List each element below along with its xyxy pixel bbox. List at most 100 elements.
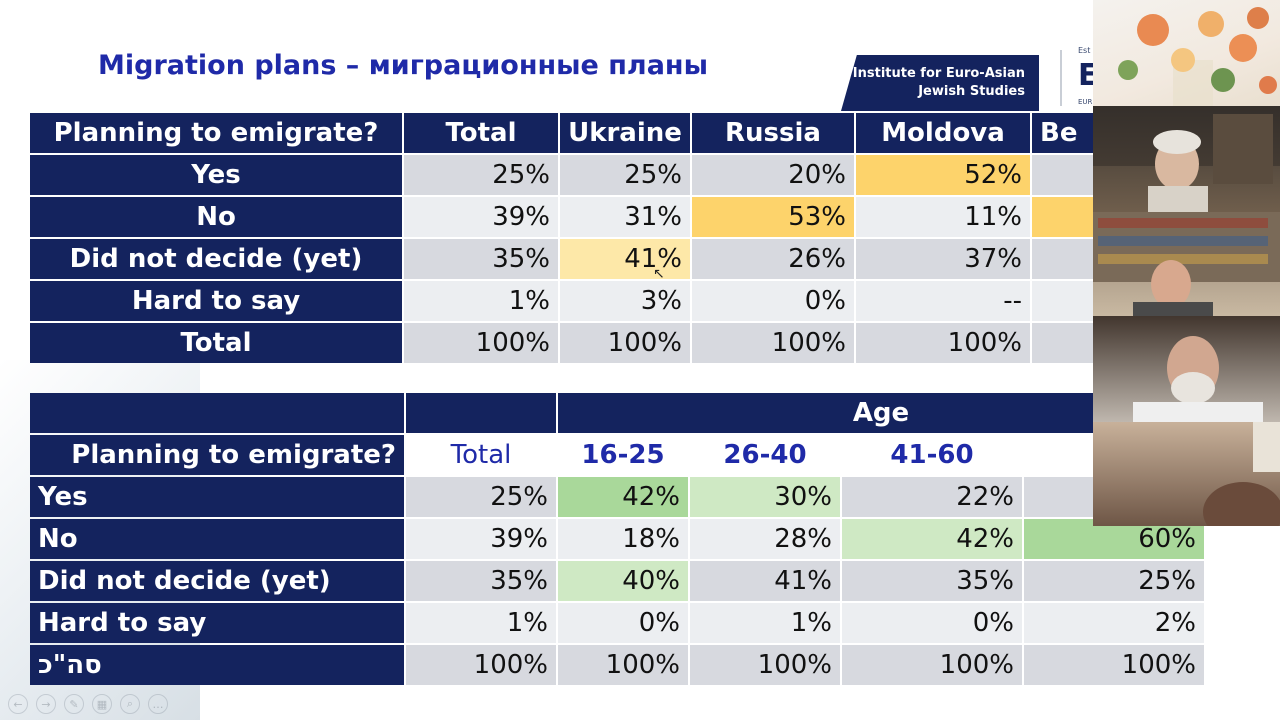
zoom-icon[interactable]: ⌕ — [120, 694, 140, 714]
mouse-cursor-icon: ↖ — [653, 266, 665, 282]
table-row: Yes 25% 25% 20% 52% — [30, 155, 1152, 195]
slides-grid-icon[interactable]: ▦ — [92, 694, 112, 714]
row-label-hard-to-say: Hard to say — [30, 281, 402, 321]
row-label-undecided: Did not decide (yet) — [30, 239, 402, 279]
row-label-hard-to-say: Hard to say — [30, 603, 404, 643]
table-row: Total 100% 100% 100% 100% — [30, 323, 1152, 363]
prev-slide-icon[interactable]: ← — [8, 694, 28, 714]
more-options-icon[interactable]: … — [148, 694, 168, 714]
cell: 20% — [692, 155, 854, 195]
cell: 35% — [406, 561, 556, 601]
row-label-yes: Yes — [30, 155, 402, 195]
age-table-header-row: Planning to emigrate? Total 16-25 26-40 … — [30, 435, 1204, 475]
institute-logo-mark: Est E EUR — [1058, 46, 1099, 106]
country-table-header-row: Planning to emigrate? Total Ukraine Russ… — [30, 113, 1152, 153]
video-tile-participant-5[interactable] — [1093, 422, 1280, 526]
participant-avatar-icon — [1093, 106, 1280, 212]
logo-divider — [1060, 50, 1062, 106]
header-ukraine: Ukraine — [560, 113, 690, 153]
row-label-no: No — [30, 519, 404, 559]
cell: 31% — [560, 197, 690, 237]
cell-highlight: 42% — [558, 477, 688, 517]
cell: 100% — [406, 645, 556, 685]
cell: 3% — [560, 281, 690, 321]
cell: 1% — [404, 281, 558, 321]
header-question: Planning to emigrate? — [30, 435, 404, 475]
table-row: סה"כ 100% 100% 100% 100% 100% — [30, 645, 1204, 685]
participant-avatar-icon — [1133, 336, 1263, 422]
header-total: Total — [404, 113, 558, 153]
cell: 35% — [404, 239, 558, 279]
cell: 37% — [856, 239, 1030, 279]
video-tile-participant-2[interactable] — [1093, 106, 1280, 212]
cell: 26% — [692, 239, 854, 279]
cell: 25% — [406, 477, 556, 517]
header-belarus-partial: Be — [1032, 113, 1152, 153]
cell: 35% — [842, 561, 1022, 601]
row-label-total-hebrew: סה"כ — [30, 645, 404, 685]
table-row: Hard to say 1% 0% 1% 0% 2% — [30, 603, 1204, 643]
cell: 100% — [842, 645, 1022, 685]
cell: 18% — [558, 519, 688, 559]
presentation-toolbar: ← → ✎ ▦ ⌕ … — [8, 694, 168, 716]
cell: 1% — [690, 603, 840, 643]
cell-highlight: 52% — [856, 155, 1030, 195]
table-row: Hard to say 1% 3% 0% -- — [30, 281, 1152, 321]
cell: 0% — [558, 603, 688, 643]
row-label-no: No — [30, 197, 402, 237]
logo-mark-small: Est — [1078, 46, 1091, 55]
video-participant-panel[interactable] — [1093, 0, 1280, 526]
logo-mark-sub: EUR — [1078, 98, 1093, 106]
country-table: Planning to emigrate? Total Ukraine Russ… — [28, 111, 1154, 365]
video-tile-participant-1[interactable] — [1093, 0, 1280, 106]
cell: 2% — [1024, 603, 1204, 643]
video-tile-participant-3[interactable] — [1093, 212, 1280, 316]
pen-icon[interactable]: ✎ — [64, 694, 84, 714]
table-row: Did not decide (yet) 35% 41% 26% 37% — [30, 239, 1152, 279]
slide-title: Migration plans – миграционные планы — [98, 50, 708, 81]
cell: 39% — [406, 519, 556, 559]
row-label-yes: Yes — [30, 477, 404, 517]
cell: 100% — [560, 323, 690, 363]
cell: 25% — [404, 155, 558, 195]
table-row: No 39% 31% 53% 11% — [30, 197, 1152, 237]
table-row: No 39% 18% 28% 42% 60% — [30, 519, 1204, 559]
cell-highlight: 41% — [560, 239, 690, 279]
logo-text-line2: Jewish Studies — [918, 84, 1025, 99]
header-41-60: 41-60 — [842, 435, 1022, 475]
row-label-total: Total — [30, 323, 402, 363]
header-russia: Russia — [692, 113, 854, 153]
table-row: Did not decide (yet) 35% 40% 41% 35% 25% — [30, 561, 1204, 601]
cell: 0% — [842, 603, 1022, 643]
next-slide-icon[interactable]: → — [36, 694, 56, 714]
cell: 28% — [690, 519, 840, 559]
cell: -- — [856, 281, 1030, 321]
cell: 100% — [404, 323, 558, 363]
header-26-40: 26-40 — [690, 435, 840, 475]
cell: 100% — [558, 645, 688, 685]
cell: 0% — [692, 281, 854, 321]
table-row: Yes 25% 42% 30% 22% — [30, 477, 1204, 517]
header-question: Planning to emigrate? — [30, 113, 402, 153]
row-label-undecided: Did not decide (yet) — [30, 561, 404, 601]
video-tile-participant-4[interactable] — [1093, 316, 1280, 422]
header-total: Total — [406, 435, 556, 475]
cell-highlight: 53% — [692, 197, 854, 237]
cell: 22% — [842, 477, 1022, 517]
age-table: Age Planning to emigrate? Total 16-25 26… — [28, 391, 1206, 687]
header-moldova: Moldova — [856, 113, 1030, 153]
cell: 100% — [690, 645, 840, 685]
cell: 25% — [560, 155, 690, 195]
cell: 100% — [856, 323, 1030, 363]
cell-highlight: 42% — [842, 519, 1022, 559]
participant-avatar-icon — [1093, 212, 1280, 316]
logo-text-line1: Institute for Euro-Asian — [852, 66, 1025, 81]
cell: 100% — [1024, 645, 1204, 685]
age-table-group-row: Age — [30, 393, 1204, 433]
flowers-background-icon — [1118, 7, 1277, 106]
participant-avatar-icon — [1203, 422, 1280, 526]
header-blank — [406, 393, 556, 433]
header-16-25: 16-25 — [558, 435, 688, 475]
cell: 11% — [856, 197, 1030, 237]
cell: 25% — [1024, 561, 1204, 601]
